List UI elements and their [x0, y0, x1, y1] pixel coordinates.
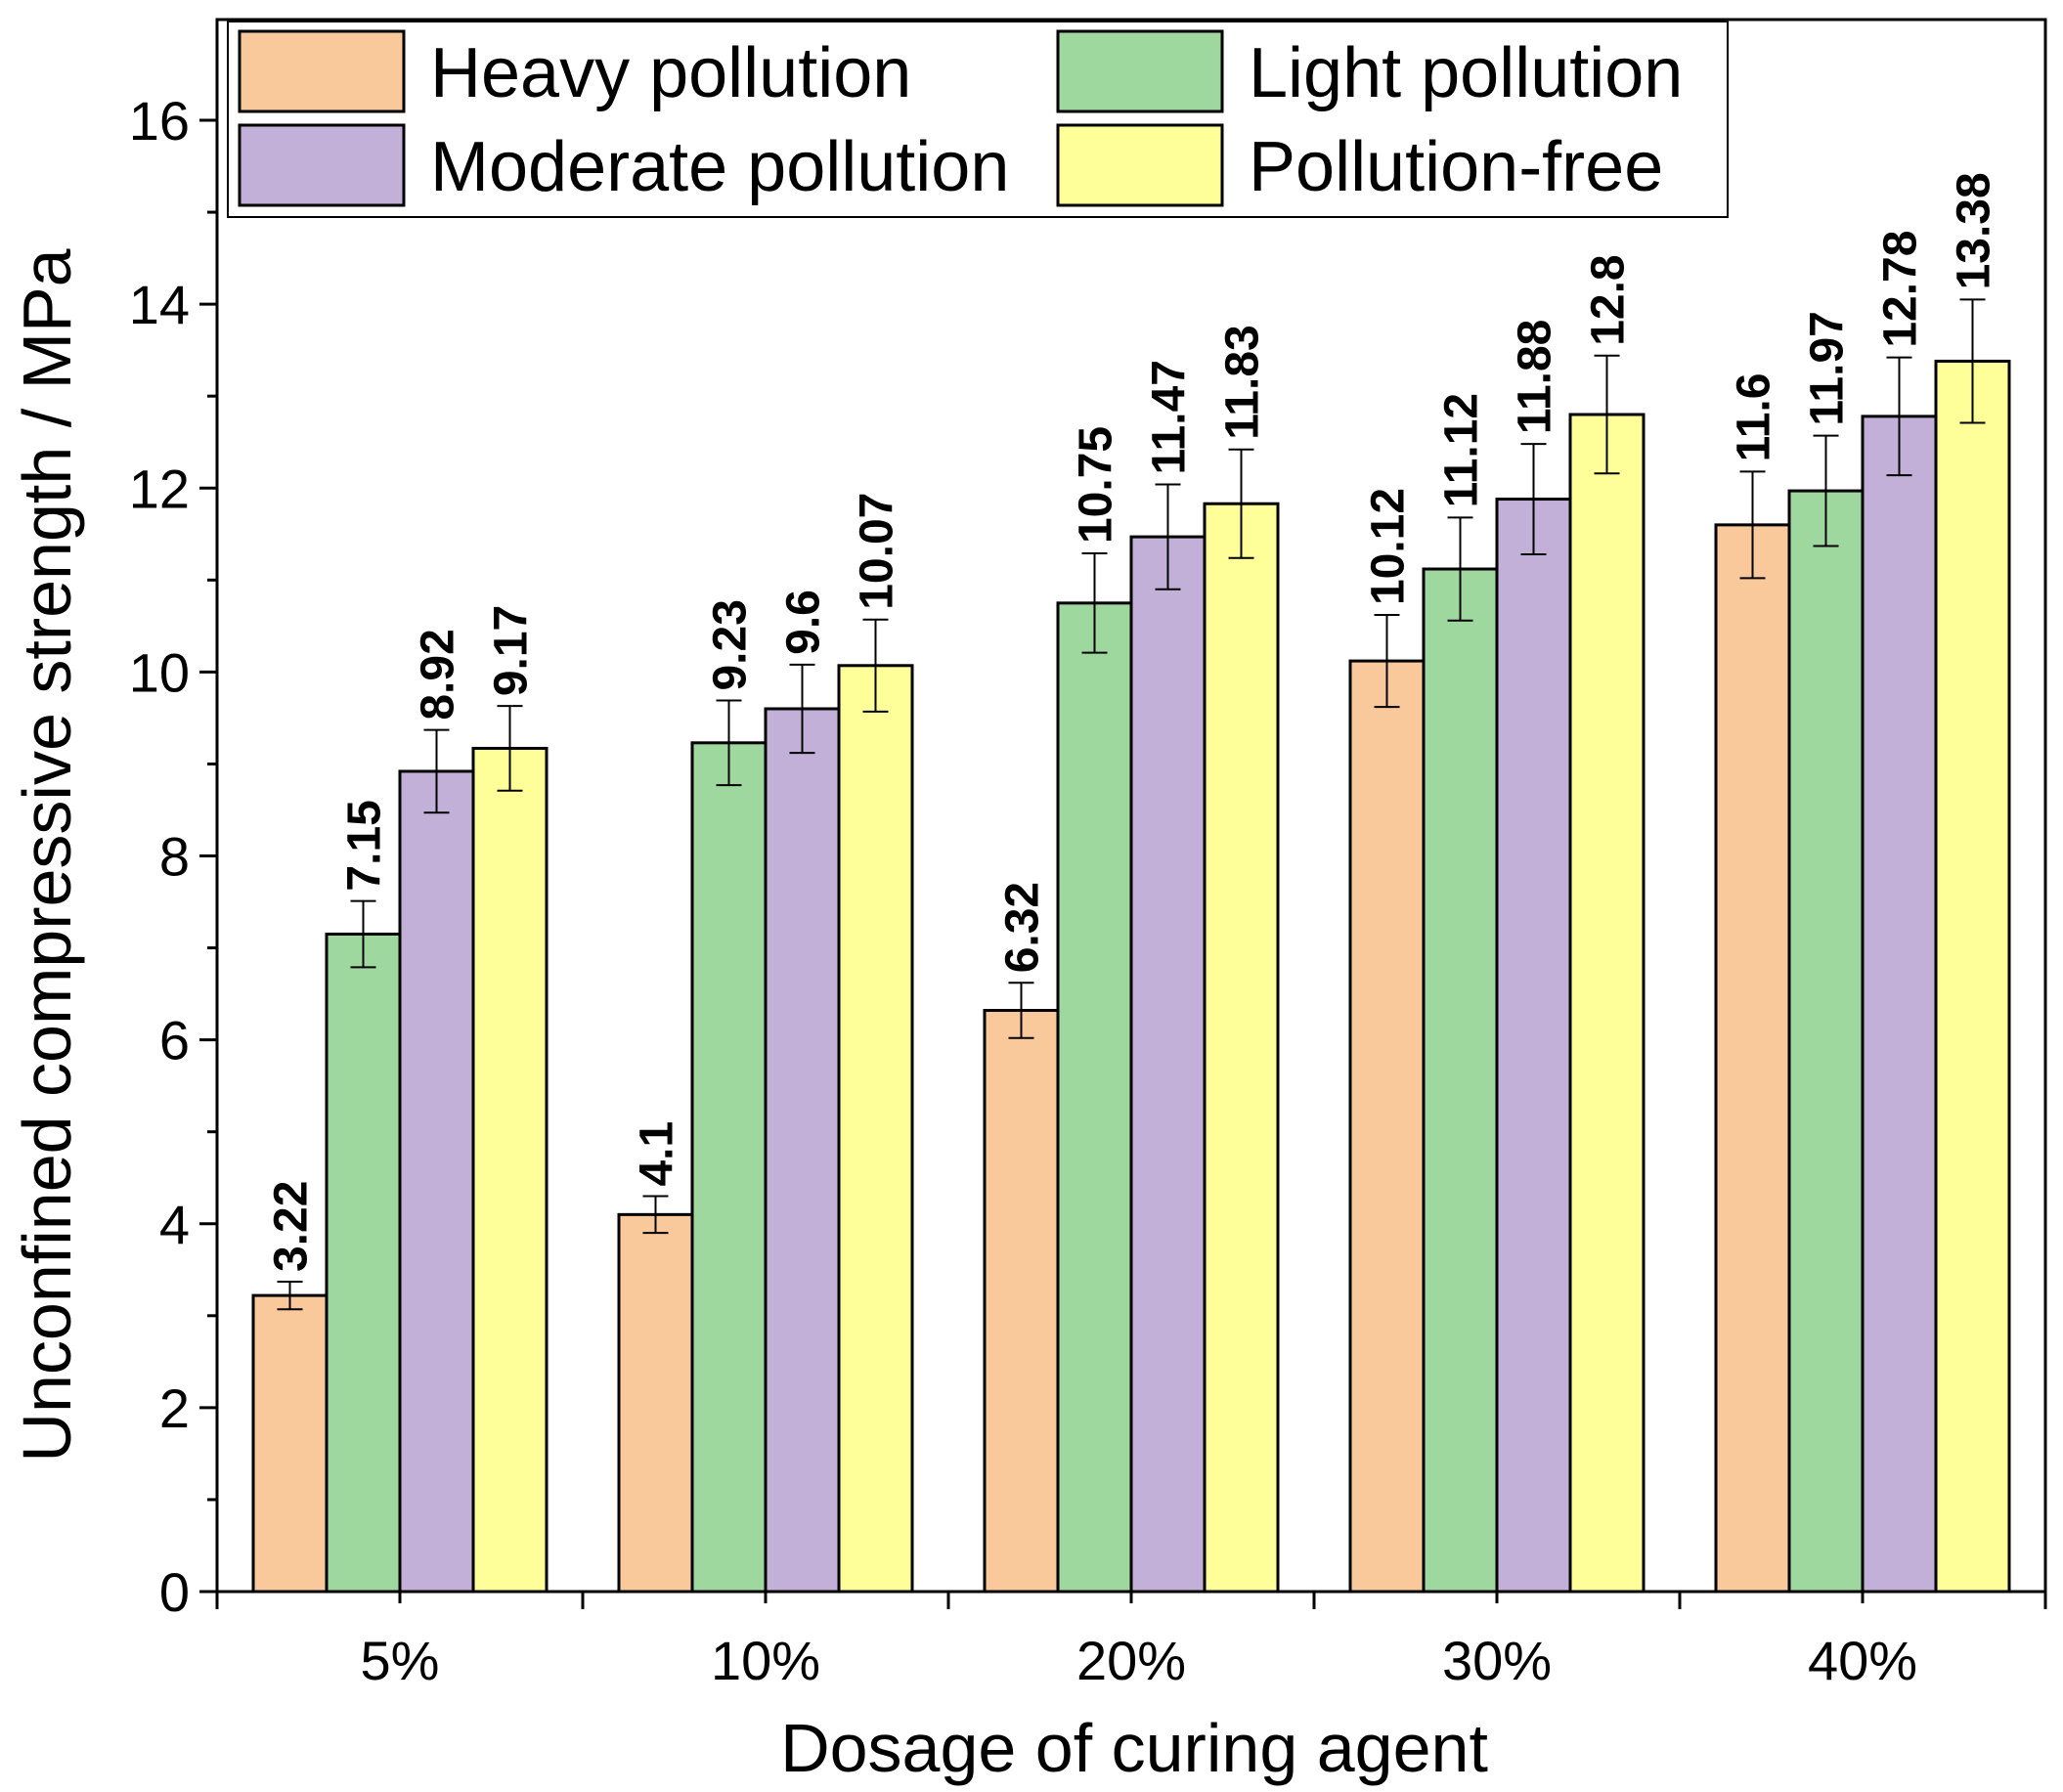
data-label: 11.88	[1510, 320, 1561, 434]
bar	[1714, 523, 1791, 1594]
bar	[1348, 659, 1426, 1594]
y-tick-label: 14	[129, 274, 190, 335]
y-tick-label: 6	[159, 1010, 190, 1071]
y-tick-label: 12	[129, 458, 190, 519]
axes-layer: 0 2 4 6 8 10 12 14 16 5% 10% 20% 30% 40%	[129, 18, 2047, 1691]
data-label: 9.17	[486, 605, 538, 696]
legend-label: Moderate pollution	[430, 128, 1009, 206]
data-label: 8.92	[413, 629, 464, 720]
bar	[1056, 601, 1133, 1594]
data-label: 11.12	[1436, 393, 1488, 507]
data-label: 9.23	[705, 599, 757, 690]
y-tick-label: 16	[129, 90, 190, 152]
x-tick-label: 40%	[1808, 1630, 1917, 1691]
y-tick-label: 2	[159, 1377, 190, 1439]
legend-swatch	[1056, 29, 1224, 113]
data-label: 3.22	[266, 1181, 318, 1272]
x-tick-label: 10%	[711, 1630, 820, 1691]
legend-label: Heavy pollution	[430, 34, 911, 112]
y-tick-label: 10	[129, 641, 190, 703]
data-label: 13.38	[1949, 172, 2000, 289]
legend-swatch	[238, 29, 406, 113]
bar	[251, 1293, 329, 1594]
bar	[1787, 489, 1865, 1594]
data-label: 4.1	[632, 1121, 683, 1187]
legend-label: Pollution-free	[1249, 128, 1663, 206]
legend-box	[227, 21, 1729, 218]
bar	[764, 707, 841, 1594]
bar	[1129, 535, 1207, 1594]
data-label: 11.97	[1802, 311, 1854, 425]
bar	[325, 932, 402, 1594]
bar	[1495, 498, 1572, 1594]
legend-swatch	[238, 123, 406, 207]
data-label: 10.12	[1363, 488, 1415, 605]
data-label: 10.07	[852, 493, 903, 610]
bar	[1934, 359, 2011, 1594]
bar	[1203, 502, 1280, 1594]
bar	[617, 1212, 694, 1594]
y-tick-label: 8	[159, 826, 190, 888]
bars-layer	[251, 298, 2011, 1594]
data-label: 11.47	[1144, 360, 1196, 474]
data-label: 11.6	[1729, 373, 1780, 462]
data-label: 7.15	[339, 800, 391, 891]
legend-label: Light pollution	[1249, 34, 1683, 112]
x-axis-title: Dosage of curing agent	[780, 1710, 1488, 1786]
legend: Heavy pollution Light pollution Moderate p…	[227, 21, 1729, 218]
bar	[837, 664, 914, 1594]
bar	[690, 741, 768, 1594]
x-tick-label: 5%	[361, 1630, 440, 1691]
x-tick-label: 30%	[1442, 1630, 1552, 1691]
bar	[1861, 415, 1938, 1594]
data-label: 9.6	[778, 590, 830, 655]
data-label: 11.83	[1217, 325, 1269, 439]
data-label: 12.78	[1875, 231, 1927, 348]
data-label: 6.32	[997, 882, 1049, 973]
bar	[983, 1009, 1060, 1594]
x-tick-label: 20%	[1076, 1630, 1186, 1691]
bar	[471, 746, 549, 1594]
bar	[1568, 413, 1646, 1594]
y-tick-label: 4	[159, 1194, 190, 1255]
y-tick-label: 0	[159, 1561, 190, 1623]
bar	[398, 769, 475, 1594]
bar	[1422, 567, 1499, 1594]
legend-swatch	[1056, 123, 1224, 207]
data-label: 10.75	[1071, 426, 1122, 544]
data-label: 12.8	[1583, 254, 1635, 345]
y-axis-title: Unconfined compressive strength / MPa	[9, 248, 85, 1462]
labels-layer: 3.22 7.15 8.92 9.17 4.1 9.23 9.6 10.07 6.32 10.75…	[266, 172, 2000, 1272]
